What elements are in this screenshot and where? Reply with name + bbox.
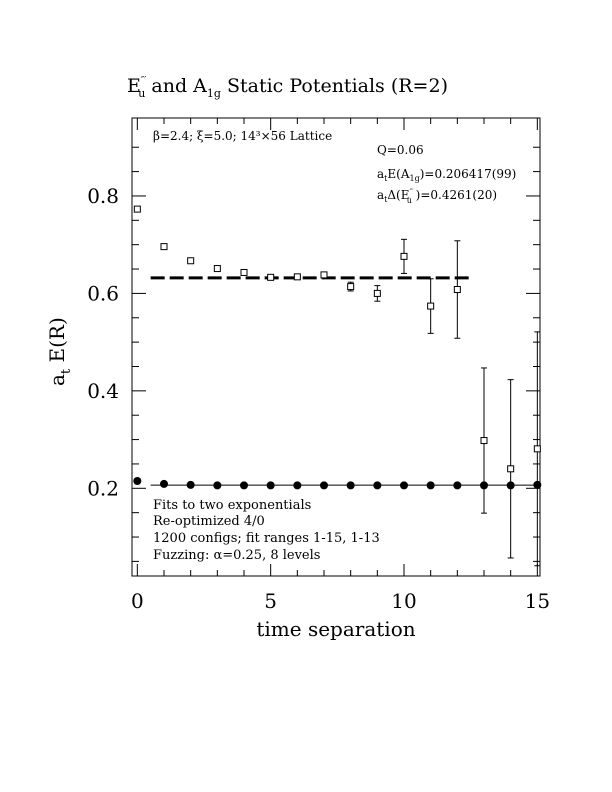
y-tick-labels: 0.2 0.4 0.6 0.8 xyxy=(87,184,119,500)
x-axis-label: time separation xyxy=(256,617,415,641)
note-1: Fits to two exponentials xyxy=(153,498,311,513)
data-point-circle xyxy=(480,481,488,490)
data-point-circle xyxy=(160,479,168,488)
chart-title: E″′ u and A1g Static Potentials (R=2) xyxy=(127,75,448,100)
data-point-square xyxy=(187,257,195,265)
data-point-square xyxy=(160,243,168,251)
annotation-notes: Fits to two exponentials Re-optimized 4/… xyxy=(153,498,384,563)
fit-eu-mid-sub: u xyxy=(407,196,412,205)
data-point-circle xyxy=(133,476,142,485)
fit-a1g-mid: E(A xyxy=(387,167,409,181)
data-point-square xyxy=(373,289,381,297)
y-tick-label: 0.8 xyxy=(87,184,119,208)
y-axis-label-sub: t xyxy=(59,368,74,374)
data-point-circle xyxy=(320,481,328,490)
x-tick-label: 0 xyxy=(131,589,144,613)
annotation-fit-eu: atΔ(E″′ u )=0.4261(20) xyxy=(377,188,497,205)
note-4: Fuzzing: α=0.25, 8 levels xyxy=(153,548,320,563)
data-point-circle xyxy=(453,481,462,490)
title-rest: Static Potentials (R=2) xyxy=(221,75,448,97)
data-point-square xyxy=(213,265,221,273)
note-2: Re-optimized 4/0 xyxy=(153,514,265,529)
plot-frame xyxy=(131,117,541,577)
x-tick-label: 10 xyxy=(391,589,416,613)
data-point-square xyxy=(293,273,301,281)
series-a1g-points xyxy=(133,476,542,490)
annotation-lattice: β=2.4; ξ=5.0; 14³×56 Lattice xyxy=(153,129,332,143)
y-axis-label: at E(R) xyxy=(45,317,74,386)
fit-eu-mid-sup: ″′ xyxy=(409,188,414,196)
fit-a1g-post: )=0.206417(99) xyxy=(420,167,517,181)
data-point-circle xyxy=(426,481,435,490)
data-point-square xyxy=(400,252,408,260)
data-point-square xyxy=(347,283,355,291)
title-part2-sub: 1g xyxy=(207,87,221,100)
y-tick-label: 0.2 xyxy=(87,476,119,500)
data-point-circle xyxy=(506,481,515,490)
x-tick-label: 15 xyxy=(525,589,550,613)
data-point-circle xyxy=(266,481,275,490)
data-point-square xyxy=(320,271,328,279)
series-eu-points xyxy=(133,205,541,567)
axis-ticks xyxy=(132,118,540,576)
data-point-square xyxy=(507,465,515,473)
x-tick-labels: 0 5 10 15 xyxy=(131,589,550,613)
data-point-circle xyxy=(186,480,195,489)
data-point-circle xyxy=(400,481,408,490)
data-point-square xyxy=(453,286,461,294)
note-3: 1200 configs; fit ranges 1-15, 1-13 xyxy=(153,531,380,546)
data-point-square xyxy=(133,205,141,213)
y-axis-label-rest: E(R) xyxy=(45,317,69,369)
data-point-circle xyxy=(240,481,248,490)
data-point-square xyxy=(267,273,275,281)
fit-a1g-pre-sub: t xyxy=(384,174,388,183)
title-part1-sup: ″′ xyxy=(141,76,146,86)
data-point-square xyxy=(427,302,435,310)
data-point-square xyxy=(533,445,541,453)
x-tick-label: 5 xyxy=(264,589,277,613)
fit-eu-mid: Δ(E xyxy=(387,188,409,202)
annotation-q: Q=0.06 xyxy=(377,143,424,157)
data-point-circle xyxy=(213,481,222,490)
fit-a1g-pre: a xyxy=(377,167,384,181)
data-point-square xyxy=(240,268,248,276)
y-axis-label-main: a xyxy=(45,374,69,386)
y-tick-label: 0.6 xyxy=(87,281,119,305)
y-tick-label: 0.4 xyxy=(87,379,119,403)
data-point-circle xyxy=(373,481,382,490)
fit-eu-post: )=0.4261(20) xyxy=(412,188,497,202)
data-point-circle xyxy=(346,481,355,490)
fit-eu-pre-sub: t xyxy=(384,195,388,204)
data-point-circle xyxy=(293,481,302,490)
data-point-circle xyxy=(533,480,542,489)
annotation-fit-a1g: atE(A1g)=0.206417(99) xyxy=(377,167,516,183)
title-part1-sub: u xyxy=(138,87,145,100)
data-point-square xyxy=(480,437,488,445)
fit-a1g-mid-sub: 1g xyxy=(409,174,419,183)
fit-lines xyxy=(150,276,540,486)
title-part1: E xyxy=(127,75,141,97)
title-middle: and A xyxy=(145,75,207,97)
fit-eu-pre: a xyxy=(377,188,384,202)
